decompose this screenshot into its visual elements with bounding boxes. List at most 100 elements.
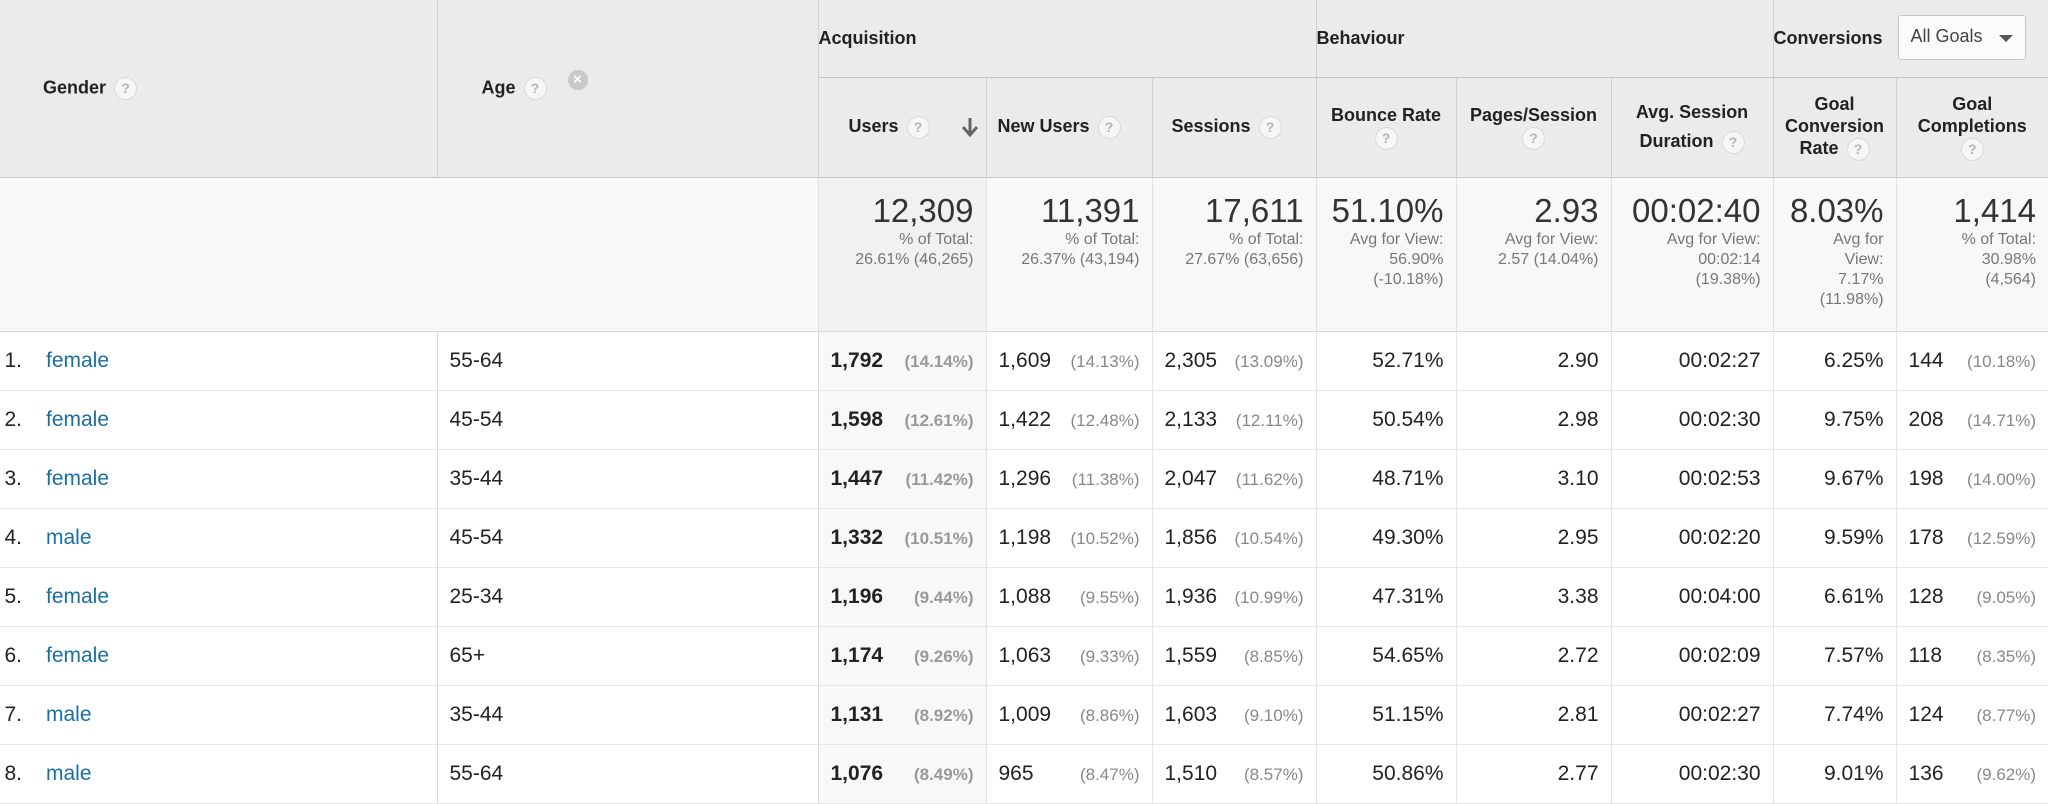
gender-link[interactable]: male bbox=[46, 702, 92, 726]
age-cell: 65+ bbox=[437, 626, 819, 686]
sessions-cell: 1,510 (8.57%) bbox=[1152, 744, 1317, 804]
row-index: 2. bbox=[4, 407, 22, 431]
sessions-cell: 1,936 (10.99%) bbox=[1152, 567, 1317, 627]
help-icon[interactable]: ? bbox=[1374, 126, 1398, 150]
row-index: 1. bbox=[4, 348, 22, 372]
new-users-cell: 965 (8.47%) bbox=[986, 744, 1153, 804]
goal-conversion-rate-cell: 9.59% bbox=[1773, 508, 1897, 568]
gender-link[interactable]: male bbox=[46, 761, 92, 785]
gender-link[interactable]: female bbox=[46, 348, 110, 372]
users-cell: 1,076 (8.49%) bbox=[818, 744, 987, 804]
goal-conversion-rate-cell: 6.61% bbox=[1773, 567, 1897, 627]
table-row: 4. male 45-54 1,332 (10.51%) 1,198 (10.52%)… bbox=[0, 508, 2048, 568]
goal-conversion-rate-cell: 9.75% bbox=[1773, 390, 1897, 450]
goal-completions-cell: 124 (8.77%) bbox=[1896, 685, 2048, 745]
gender-link[interactable]: female bbox=[46, 407, 110, 431]
avg-session-duration-cell: 00:02:53 bbox=[1611, 449, 1774, 509]
avg-session-duration-total: 00:02:40 Avg for View: 00:02:14 (19.38%) bbox=[1611, 177, 1774, 332]
goal-conversion-rate-cell: 7.74% bbox=[1773, 685, 1897, 745]
users-cell: 1,174 (9.26%) bbox=[818, 626, 987, 686]
users-cell: 1,598 (12.61%) bbox=[818, 390, 987, 450]
sessions-cell: 2,047 (11.62%) bbox=[1152, 449, 1317, 509]
age-cell: 45-54 bbox=[437, 508, 819, 568]
row-index: 5. bbox=[4, 584, 22, 608]
users-cell: 1,131 (8.92%) bbox=[818, 685, 987, 745]
gender-cell: 3. female bbox=[0, 449, 438, 509]
goal-completions-cell: 128 (9.05%) bbox=[1896, 567, 2048, 627]
new-users-cell: 1,296 (11.38%) bbox=[986, 449, 1153, 509]
age-cell: 25-34 bbox=[437, 567, 819, 627]
users-cell: 1,792 (14.14%) bbox=[818, 331, 987, 391]
help-icon[interactable]: ? bbox=[1522, 126, 1545, 150]
age-column-header[interactable]: Age? × bbox=[437, 0, 819, 178]
bounce-rate-cell: 51.15% bbox=[1316, 685, 1457, 745]
help-icon[interactable]: ? bbox=[1097, 115, 1121, 139]
dropdown-caret-icon bbox=[1998, 35, 2013, 42]
age-cell: 55-64 bbox=[437, 331, 819, 391]
gender-column-header[interactable]: Gender? bbox=[0, 0, 438, 178]
gender-link[interactable]: female bbox=[46, 466, 110, 490]
table-body: 1. female 55-64 1,792 (14.14%) 1,609 (14.13… bbox=[0, 331, 2048, 804]
avg-session-duration-cell: 00:02:30 bbox=[1611, 390, 1774, 450]
bounce-rate-cell: 48.71% bbox=[1316, 449, 1457, 509]
sessions-column-header[interactable]: Sessions? bbox=[1152, 77, 1317, 178]
gender-link[interactable]: female bbox=[46, 584, 110, 608]
pages-session-cell: 2.95 bbox=[1456, 508, 1612, 568]
gender-cell: 1. female bbox=[0, 331, 438, 391]
help-icon[interactable]: ? bbox=[114, 76, 138, 100]
clear-dimension-icon[interactable]: × bbox=[567, 70, 588, 90]
new-users-cell: 1,063 (9.33%) bbox=[986, 626, 1153, 686]
sort-descending-icon[interactable] bbox=[960, 116, 980, 138]
gender-cell: 2. female bbox=[0, 390, 438, 450]
avg-session-duration-cell: 00:04:00 bbox=[1611, 567, 1774, 627]
bounce-rate-cell: 54.65% bbox=[1316, 626, 1457, 686]
gender-link[interactable]: male bbox=[46, 525, 92, 549]
goal-completions-total: 1,414 % of Total: 30.98% (4,564) bbox=[1896, 177, 2048, 332]
sessions-cell: 2,305 (13.09%) bbox=[1152, 331, 1317, 391]
help-icon[interactable]: ? bbox=[1721, 130, 1745, 154]
totals-row: 12,309 % of Total: 26.61% (46,265) 11,39… bbox=[0, 177, 2048, 332]
goal-conversion-rate-column-header[interactable]: Goal Conversion Rate? bbox=[1773, 77, 1897, 178]
users-column-header[interactable]: Users? bbox=[818, 77, 987, 178]
help-icon[interactable]: ? bbox=[1846, 137, 1870, 161]
help-icon[interactable]: ? bbox=[1258, 115, 1282, 139]
row-index: 7. bbox=[4, 702, 22, 726]
goal-conversion-rate-total: 8.03% Avg for View: 7.17% (11.98%) bbox=[1773, 177, 1897, 332]
age-cell: 45-54 bbox=[437, 390, 819, 450]
goal-completions-column-header[interactable]: Goal Completions? bbox=[1896, 77, 2048, 178]
goal-completions-cell: 118 (8.35%) bbox=[1896, 626, 2048, 686]
goal-conversion-rate-cell: 6.25% bbox=[1773, 331, 1897, 391]
goal-conversion-rate-cell: 9.67% bbox=[1773, 449, 1897, 509]
sessions-cell: 2,133 (12.11%) bbox=[1152, 390, 1317, 450]
goal-conversion-rate-cell: 7.57% bbox=[1773, 626, 1897, 686]
help-icon[interactable]: ? bbox=[906, 115, 930, 139]
new-users-cell: 1,198 (10.52%) bbox=[986, 508, 1153, 568]
gender-link[interactable]: female bbox=[46, 643, 110, 667]
avg-session-duration-cell: 00:02:09 bbox=[1611, 626, 1774, 686]
table-row: 7. male 35-44 1,131 (8.92%) 1,009 (8.86%) 1… bbox=[0, 685, 2048, 745]
age-cell: 35-44 bbox=[437, 449, 819, 509]
avg-session-duration-cell: 00:02:27 bbox=[1611, 331, 1774, 391]
table-row: 1. female 55-64 1,792 (14.14%) 1,609 (14.13… bbox=[0, 331, 2048, 391]
row-index: 6. bbox=[4, 643, 22, 667]
gender-cell: 7. male bbox=[0, 685, 438, 745]
behaviour-group-header: Behaviour bbox=[1316, 0, 1774, 78]
new-users-total: 11,391 % of Total: 26.37% (43,194) bbox=[986, 177, 1153, 332]
gender-cell: 6. female bbox=[0, 626, 438, 686]
help-icon[interactable]: ? bbox=[523, 76, 547, 100]
goal-completions-cell: 178 (12.59%) bbox=[1896, 508, 2048, 568]
conversions-group-header: Conversions All Goals bbox=[1773, 0, 2048, 78]
bounce-rate-column-header[interactable]: Bounce Rate? bbox=[1316, 77, 1457, 178]
bounce-rate-cell: 49.30% bbox=[1316, 508, 1457, 568]
pages-session-column-header[interactable]: Pages/Session? bbox=[1456, 77, 1612, 178]
new-users-cell: 1,609 (14.13%) bbox=[986, 331, 1153, 391]
avg-session-duration-column-header[interactable]: Avg. Session Duration? bbox=[1611, 77, 1774, 178]
users-cell: 1,332 (10.51%) bbox=[818, 508, 987, 568]
goal-completions-cell: 198 (14.00%) bbox=[1896, 449, 2048, 509]
table-row: 6. female 65+ 1,174 (9.26%) 1,063 (9.33%) 1… bbox=[0, 626, 2048, 686]
new-users-column-header[interactable]: New Users? bbox=[986, 77, 1153, 178]
new-users-cell: 1,009 (8.86%) bbox=[986, 685, 1153, 745]
goals-dropdown[interactable]: All Goals bbox=[1897, 15, 2026, 60]
age-cell: 55-64 bbox=[437, 744, 819, 804]
help-icon[interactable]: ? bbox=[1960, 137, 1984, 161]
